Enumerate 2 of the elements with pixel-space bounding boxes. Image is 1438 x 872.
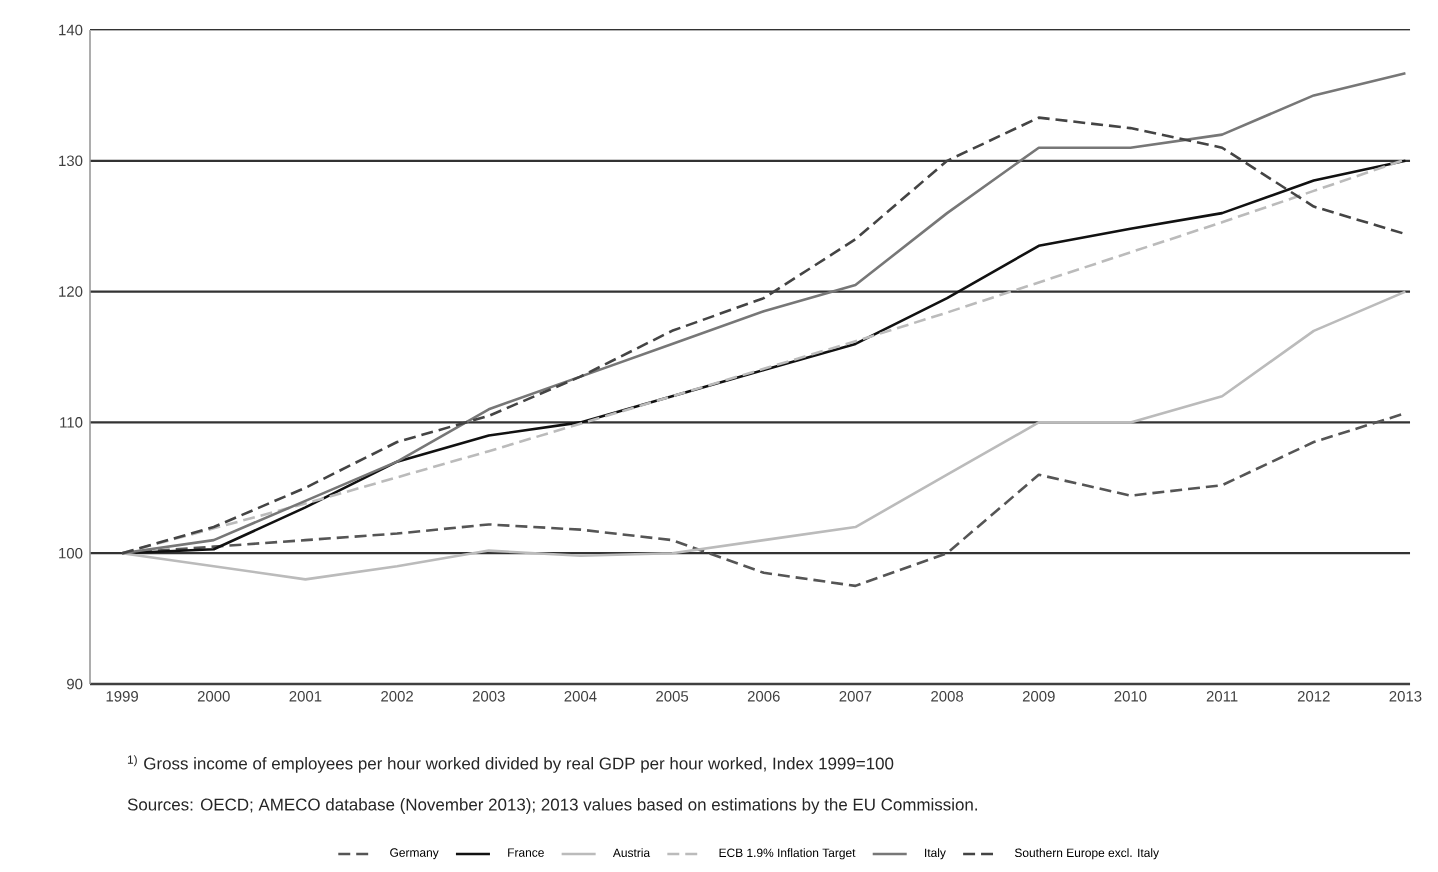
text: $^{1)}$ Gross income of employees per hour worked divided by real GDP per hour worked, Index 1999=100 xyxy=(127,755,894,773)
source-note: Sources: OECD; AMECO database (November 2013); 2013 values based on estimations by the EU Commission. xyxy=(127,798,977,814)
